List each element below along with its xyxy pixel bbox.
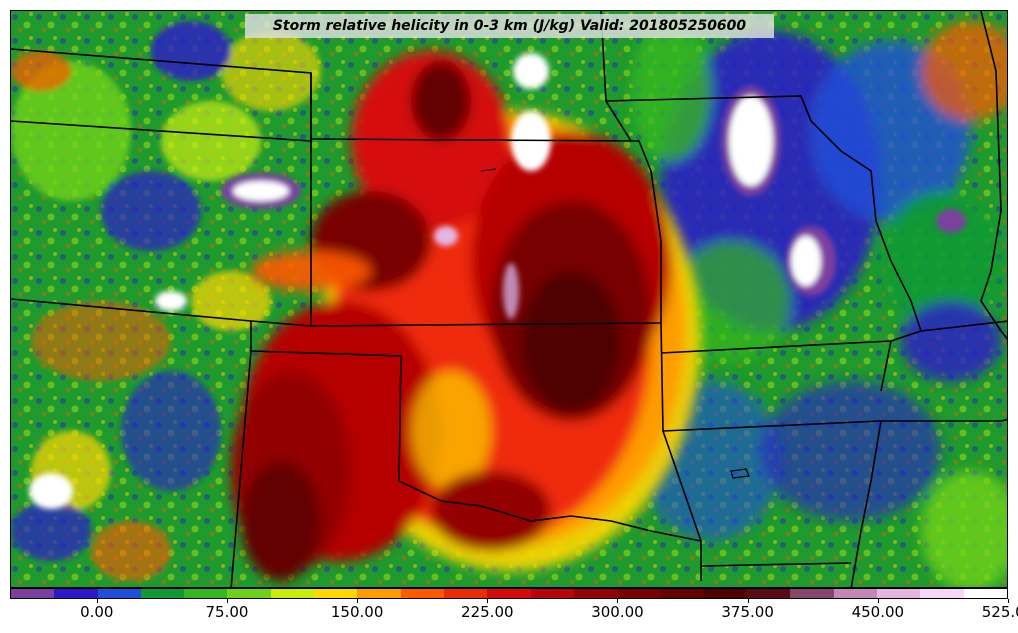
colorbar-segment [227,589,271,598]
colorbar-tick [226,599,228,603]
colorbar-segment [920,589,964,598]
colorbar-segment [747,589,791,598]
map-title: Storm relative helicity in 0-3 km (J/kg)… [245,14,774,38]
colorbar-ticks: 0.00 75.00 150.00 225.00 300.00 375.00 450.00 5… [10,599,1018,629]
colorbar-segment [963,589,1007,598]
colorbar-tick-label: 225.00 [461,603,514,621]
helicity-map [10,10,1008,588]
colorbar-tick [1008,599,1009,603]
colorbar-segment [487,589,531,598]
colorbar-segment [443,589,488,598]
colorbar-segment [573,589,618,598]
field-extremes [29,53,966,509]
colorbar-tick-label: 375.00 [721,603,774,621]
colorbar-segment [184,589,228,598]
colorbar-segment [530,589,574,598]
colorbar-segment [314,589,358,598]
field-core [231,51,701,581]
colorbar-segment [140,589,185,598]
colorbar-tick-label: 450.00 [851,603,905,621]
colorbar-tick-label: 75.00 [205,603,249,621]
colorbar-tick-label: 150.00 [330,603,384,621]
state-borders [11,11,1007,587]
colorbar [10,588,1008,599]
colorbar-tick-label: 300.00 [591,603,644,621]
colorbar-tick [617,599,619,603]
colorbar-tick [487,599,489,603]
colorbar-segment [400,589,444,598]
colorbar-tick-label: 525.00 [981,603,1018,621]
map-canvas [11,11,1007,587]
colorbar-tick-label: 0.00 [80,603,114,621]
colorbar-tick [877,599,879,603]
colorbar-tick [96,599,98,603]
colorbar-segment [11,589,55,598]
colorbar-tick [357,599,359,603]
colorbar-segment [617,589,661,598]
colorbar-tick [747,599,749,603]
colorbar-segment [357,589,401,598]
colorbar-segment [790,589,834,598]
colorbar-segment [54,589,98,598]
colorbar-segment [876,589,921,598]
colorbar-segment [703,589,748,598]
colorbar-segment [270,589,315,598]
colorbar-segment [660,589,704,598]
colorbar-segment [97,589,141,598]
colorbar-segment [833,589,877,598]
